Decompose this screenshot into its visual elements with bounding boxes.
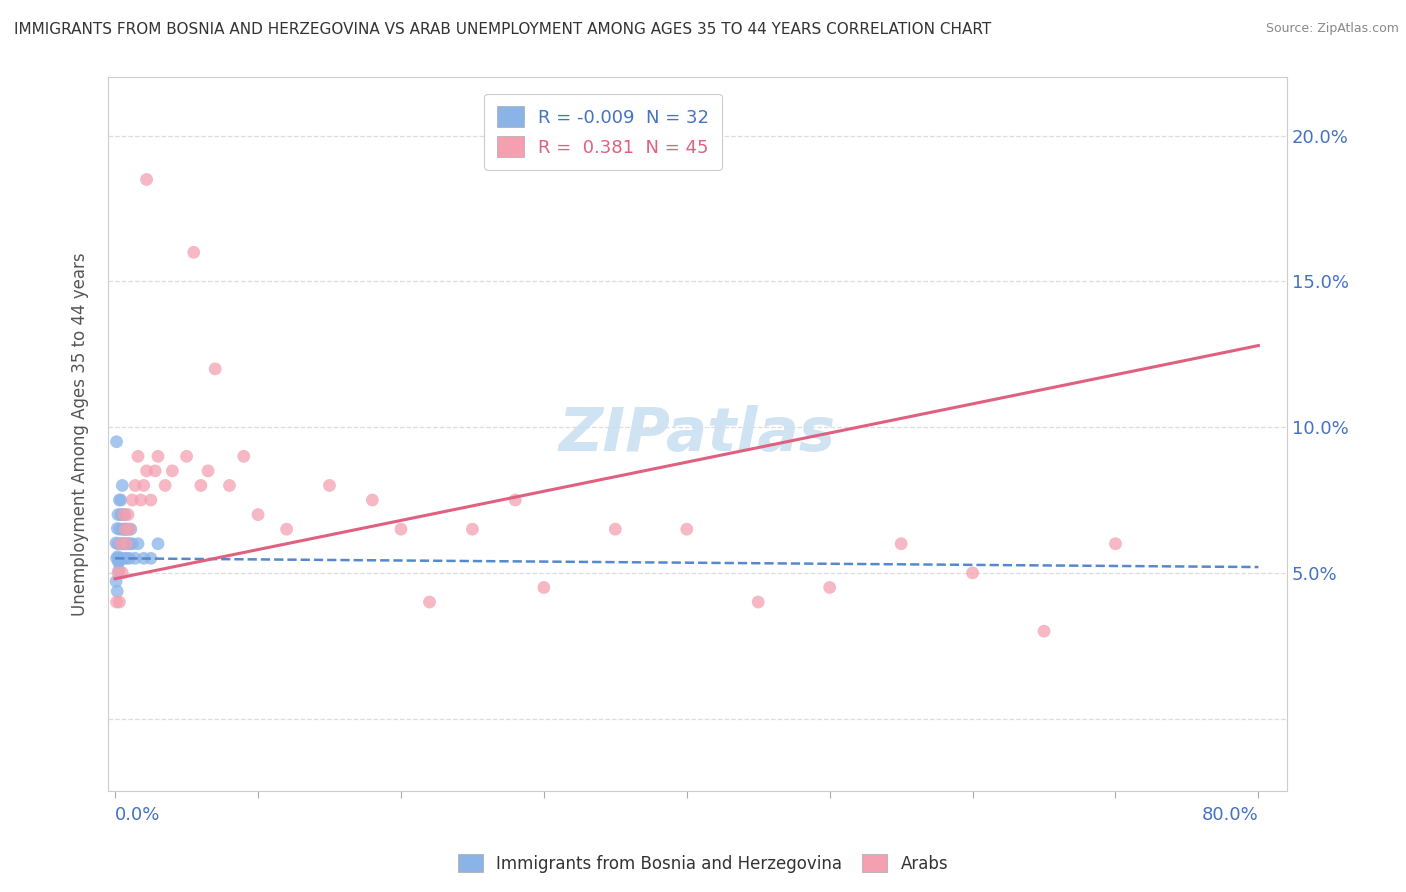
Point bbox=[124, 551, 146, 566]
Point bbox=[162, 464, 184, 478]
Point bbox=[461, 522, 484, 536]
Text: Source: ZipAtlas.com: Source: ZipAtlas.com bbox=[1265, 22, 1399, 36]
Point bbox=[962, 566, 984, 580]
Point bbox=[115, 537, 138, 551]
Point bbox=[190, 478, 212, 492]
Y-axis label: Unemployment Among Ages 35 to 44 years: Unemployment Among Ages 35 to 44 years bbox=[72, 252, 89, 616]
Point bbox=[115, 522, 138, 536]
Point bbox=[146, 450, 169, 464]
Point bbox=[107, 549, 129, 564]
Point bbox=[1033, 624, 1056, 639]
Text: IMMIGRANTS FROM BOSNIA AND HERZEGOVINA VS ARAB UNEMPLOYMENT AMONG AGES 35 TO 44 : IMMIGRANTS FROM BOSNIA AND HERZEGOVINA V… bbox=[14, 22, 991, 37]
Point bbox=[276, 522, 298, 536]
Point bbox=[112, 537, 135, 551]
Point bbox=[361, 493, 384, 508]
Point bbox=[503, 493, 526, 508]
Point bbox=[111, 566, 134, 580]
Point bbox=[135, 172, 157, 186]
Point bbox=[118, 522, 141, 536]
Point bbox=[139, 551, 162, 566]
Point bbox=[107, 508, 129, 522]
Point bbox=[121, 493, 143, 508]
Point bbox=[118, 537, 141, 551]
Point bbox=[218, 478, 240, 492]
Point bbox=[232, 450, 254, 464]
Point bbox=[112, 551, 135, 566]
Point bbox=[111, 522, 134, 536]
Point bbox=[418, 595, 440, 609]
Point bbox=[112, 522, 135, 536]
Point bbox=[105, 584, 128, 599]
Point bbox=[605, 522, 627, 536]
Point bbox=[108, 493, 131, 508]
Point bbox=[675, 522, 697, 536]
Point bbox=[247, 508, 270, 522]
Point bbox=[110, 537, 132, 551]
Point bbox=[110, 508, 132, 522]
Point bbox=[107, 537, 129, 551]
Point bbox=[117, 522, 139, 536]
Point bbox=[135, 464, 157, 478]
Legend: Immigrants from Bosnia and Herzegovina, Arabs: Immigrants from Bosnia and Herzegovina, … bbox=[451, 847, 955, 880]
Point bbox=[108, 595, 131, 609]
Point bbox=[108, 522, 131, 536]
Point bbox=[114, 522, 136, 536]
Point bbox=[108, 554, 131, 568]
Text: 80.0%: 80.0% bbox=[1202, 806, 1258, 824]
Point bbox=[318, 478, 340, 492]
Point bbox=[117, 537, 139, 551]
Point bbox=[146, 537, 169, 551]
Point bbox=[197, 464, 219, 478]
Point bbox=[105, 574, 128, 589]
Point bbox=[120, 522, 142, 536]
Point bbox=[890, 537, 912, 551]
Point bbox=[105, 551, 128, 566]
Point bbox=[105, 595, 128, 609]
Point bbox=[115, 551, 138, 566]
Point bbox=[114, 537, 136, 551]
Point bbox=[747, 595, 769, 609]
Point bbox=[110, 537, 132, 551]
Point bbox=[105, 434, 128, 449]
Point bbox=[107, 566, 129, 580]
Point bbox=[108, 551, 131, 566]
Point bbox=[112, 508, 135, 522]
Point bbox=[111, 537, 134, 551]
Point bbox=[105, 536, 128, 550]
Point bbox=[114, 522, 136, 536]
Point bbox=[111, 478, 134, 492]
Point bbox=[389, 522, 412, 536]
Point bbox=[153, 478, 176, 492]
Point bbox=[176, 450, 198, 464]
Point bbox=[127, 450, 149, 464]
Point bbox=[121, 537, 143, 551]
Point bbox=[1104, 537, 1126, 551]
Point bbox=[127, 537, 149, 551]
Point bbox=[107, 555, 129, 569]
Point bbox=[118, 551, 141, 566]
Point bbox=[117, 508, 139, 522]
Point bbox=[132, 478, 155, 492]
Point bbox=[139, 493, 162, 508]
Point bbox=[114, 508, 136, 522]
Point bbox=[143, 464, 166, 478]
Point bbox=[533, 581, 555, 595]
Legend: R = -0.009  N = 32, R =  0.381  N = 45: R = -0.009 N = 32, R = 0.381 N = 45 bbox=[484, 94, 723, 169]
Point bbox=[129, 493, 152, 508]
Text: 0.0%: 0.0% bbox=[115, 806, 160, 824]
Point bbox=[204, 362, 226, 376]
Point bbox=[818, 581, 841, 595]
Point bbox=[111, 508, 134, 522]
Point bbox=[105, 521, 128, 535]
Point bbox=[108, 563, 131, 577]
Text: ZIPatlas: ZIPatlas bbox=[560, 405, 837, 464]
Point bbox=[124, 478, 146, 492]
Point bbox=[110, 493, 132, 508]
Point bbox=[132, 551, 155, 566]
Point bbox=[183, 245, 205, 260]
